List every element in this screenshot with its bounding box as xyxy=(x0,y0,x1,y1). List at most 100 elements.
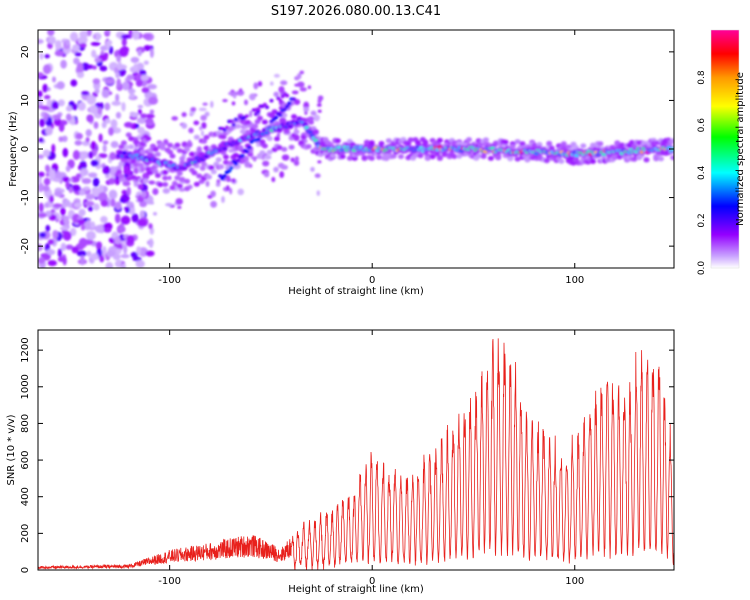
heatmap-cell xyxy=(61,135,68,143)
heatmap-cell xyxy=(79,160,87,171)
heatmap-cell xyxy=(273,91,280,97)
heatmap-cell xyxy=(149,201,155,205)
heatmap-cell xyxy=(51,101,59,110)
heatmap-cell xyxy=(121,263,126,268)
heatmap-cell xyxy=(104,102,111,111)
heatmap-cell xyxy=(122,81,130,91)
heatmap-cell xyxy=(159,142,166,148)
heatmap-cell xyxy=(276,145,283,151)
heatmap-cell xyxy=(184,186,191,192)
heatmap-cell xyxy=(346,155,353,161)
heatmap-cell xyxy=(502,139,509,145)
heatmap-cell xyxy=(51,237,58,247)
heatmap-cell xyxy=(436,137,443,143)
heatmap-cell xyxy=(51,76,57,83)
heatmap-cell xyxy=(580,143,587,149)
heatmap-cell xyxy=(641,140,647,146)
heatmap-cell xyxy=(70,79,78,87)
heatmap-cell xyxy=(239,88,243,92)
heatmap-cell xyxy=(244,119,251,125)
heatmap-cell xyxy=(51,143,56,154)
heatmap-cell xyxy=(261,119,268,125)
heatmap-cell xyxy=(88,151,94,159)
heatmap-cell xyxy=(263,154,272,160)
heatmap-cell xyxy=(140,149,147,155)
heatmap-cell xyxy=(58,122,65,132)
heatmap-cell xyxy=(222,174,227,178)
heatmap-x-tick-label: -100 xyxy=(158,275,181,286)
heatmap-cell xyxy=(259,139,266,145)
heatmap-cell xyxy=(300,134,307,140)
heatmap-cell xyxy=(152,146,159,152)
heatmap-cell xyxy=(558,158,565,164)
heatmap-cell xyxy=(269,81,274,86)
heatmap-cell xyxy=(104,78,115,85)
heatmap-x-tick-label: 100 xyxy=(565,275,584,286)
heatmap-cell xyxy=(135,191,144,198)
heatmap-cell xyxy=(288,144,295,150)
heatmap-cell xyxy=(293,160,300,166)
heatmap-cell xyxy=(109,151,117,161)
heatmap-cell xyxy=(235,123,242,129)
heatmap-cell xyxy=(590,159,596,164)
heatmap-cell xyxy=(115,93,120,102)
heatmap-cell xyxy=(363,139,370,145)
heatmap-cell xyxy=(250,156,258,160)
heatmap-y-tick-label: 20 xyxy=(20,45,31,58)
heatmap-cell xyxy=(69,31,79,42)
heatmap-cell xyxy=(140,113,148,119)
heatmap-cell xyxy=(507,156,514,162)
heatmap-cell xyxy=(116,165,122,171)
heatmap-cell xyxy=(149,109,155,115)
heatmap-cell xyxy=(133,139,139,145)
heatmap-cell xyxy=(115,201,122,210)
heatmap-cell xyxy=(480,154,487,159)
heatmap-cell xyxy=(317,109,322,113)
heatmap-cell xyxy=(79,189,86,196)
heatmap-cell xyxy=(118,144,125,150)
heatmap-cell xyxy=(70,227,77,237)
heatmap-cell xyxy=(233,94,237,99)
heatmap-cell xyxy=(78,208,86,217)
heatmap-cell xyxy=(262,160,270,167)
heatmap-cell xyxy=(658,156,664,162)
heatmap-cell xyxy=(75,173,82,179)
heatmap-cell xyxy=(97,192,108,203)
heatmap-cell xyxy=(130,56,140,63)
heatmap-cell xyxy=(178,187,186,192)
heatmap-cell xyxy=(229,119,234,124)
heatmap-cell xyxy=(424,155,431,161)
heatmap-cell xyxy=(220,176,225,181)
heatmap-cell xyxy=(111,100,122,106)
heatmap-cell xyxy=(87,64,94,70)
heatmap-cell xyxy=(92,177,100,187)
heatmap-cell xyxy=(94,58,102,63)
heatmap-cell xyxy=(52,229,59,239)
heatmap-cell xyxy=(72,103,78,111)
heatmap-cell xyxy=(126,235,135,244)
heatmap-cell xyxy=(147,152,154,158)
heatmap-cell xyxy=(65,113,72,121)
heatmap-cell xyxy=(77,36,88,45)
heatmap-cell xyxy=(247,145,252,150)
heatmap-cell xyxy=(145,113,155,119)
heatmap-cell xyxy=(94,224,105,233)
heatmap-cell xyxy=(227,168,232,173)
heatmap-cell xyxy=(291,90,299,95)
heatmap-cell xyxy=(106,250,115,258)
heatmap-cell xyxy=(147,83,157,90)
heatmap-cell xyxy=(222,99,228,103)
heatmap-cell xyxy=(56,81,65,90)
heatmap-cell xyxy=(278,98,283,103)
heatmap-cell xyxy=(278,113,283,117)
heatmap-cell xyxy=(265,105,270,110)
heatmap-cell xyxy=(296,73,302,80)
heatmap-cell xyxy=(157,182,164,188)
heatmap-cell xyxy=(128,144,135,150)
heatmap-cell xyxy=(42,149,51,157)
heatmap-cell xyxy=(169,185,176,191)
heatmap-cell xyxy=(142,190,147,198)
heatmap-cell xyxy=(118,47,129,57)
heatmap-cell xyxy=(123,165,130,171)
